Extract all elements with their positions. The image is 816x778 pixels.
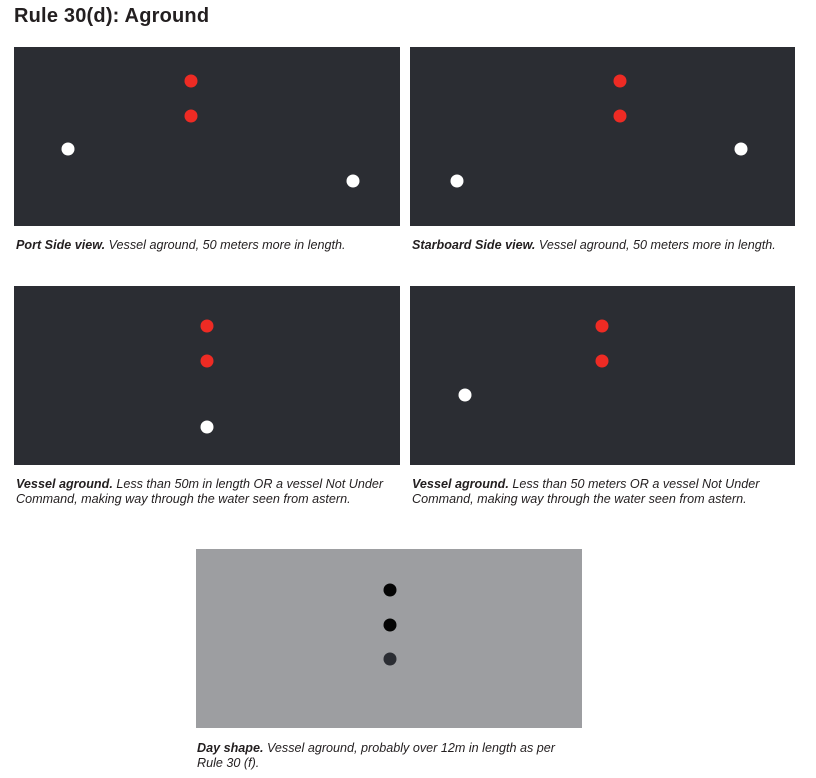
night-sky-background (14, 47, 400, 226)
vessel-aground-astern-panel (14, 286, 400, 465)
starboard-side-view-caption: Starboard Side view. Vessel aground, 50 … (412, 238, 812, 253)
red-light (595, 319, 609, 333)
vessel-aground-astern-caption: Vessel aground. Less than 50m in length … (16, 477, 386, 507)
starboard-side-view-panel (410, 47, 795, 226)
caption-lead: Vessel aground. (412, 477, 509, 491)
white-light (734, 142, 748, 156)
caption-text: Vessel aground, 50 meters more in length… (535, 238, 776, 252)
caption-lead: Port Side view. (16, 238, 106, 252)
vessel-aground-side-panel (410, 286, 795, 465)
port-side-view-caption: Port Side view. Vessel aground, 50 meter… (16, 238, 401, 253)
caption-text: Less than 50m in length OR a vessel Not … (16, 477, 384, 506)
night-sky-background (410, 286, 795, 465)
black-ball-shape (383, 583, 397, 597)
caption-lead: Day shape. (197, 741, 264, 755)
vessel-aground-side-caption: Vessel aground. Less than 50 meters OR a… (412, 477, 792, 507)
page-title: Rule 30(d): Aground (14, 5, 210, 27)
port-side-view-panel (14, 47, 400, 226)
night-sky-background (14, 286, 400, 465)
red-light (200, 354, 214, 368)
port-side-view-illustration (14, 47, 400, 226)
red-light (200, 319, 214, 333)
black-ball-shape (383, 652, 397, 666)
red-light (613, 74, 627, 88)
white-light (458, 388, 472, 402)
white-light (450, 174, 464, 188)
red-light (184, 74, 198, 88)
day-shape-illustration (196, 549, 582, 728)
daylight-background (196, 549, 582, 728)
caption-text: Vessel aground, probably over 12m in len… (197, 741, 555, 770)
caption-lead: Vessel aground. (16, 477, 113, 491)
vessel-aground-side-illustration (410, 286, 795, 465)
caption-text: Less than 50 meters OR a vessel Not Unde… (412, 477, 760, 506)
red-light (184, 109, 198, 123)
white-light (346, 174, 360, 188)
day-shape-panel (196, 549, 582, 728)
caption-lead: Starboard Side view. (412, 238, 536, 252)
night-sky-background (410, 47, 795, 226)
day-shape-caption: Day shape. Vessel aground, probably over… (197, 741, 577, 771)
red-light (595, 354, 609, 368)
caption-text: Vessel aground, 50 meters more in length… (105, 238, 346, 252)
black-ball-shape (383, 618, 397, 632)
white-light (200, 420, 214, 434)
starboard-side-view-illustration (410, 47, 795, 226)
red-light (613, 109, 627, 123)
white-light (61, 142, 75, 156)
vessel-aground-astern-illustration (14, 286, 400, 465)
